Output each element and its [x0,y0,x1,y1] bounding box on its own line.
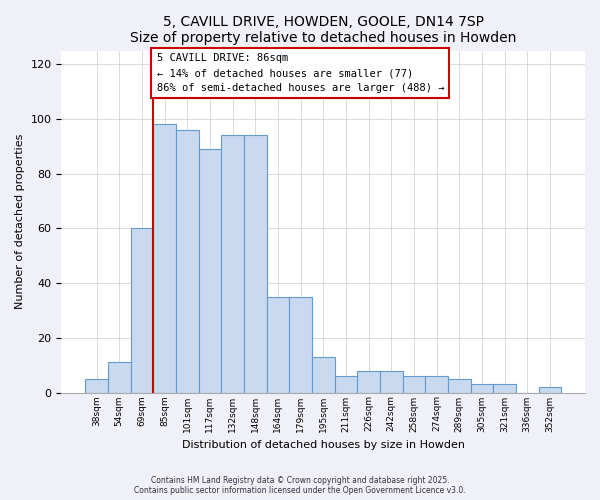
Bar [448,379,470,392]
Bar [244,136,266,392]
Bar [380,370,403,392]
Bar [539,387,561,392]
Bar [357,370,380,392]
Bar [153,124,176,392]
Y-axis label: Number of detached properties: Number of detached properties [15,134,25,309]
Bar [335,376,357,392]
Text: 5 CAVILL DRIVE: 86sqm
← 14% of detached houses are smaller (77)
86% of semi-deta: 5 CAVILL DRIVE: 86sqm ← 14% of detached … [157,54,444,93]
Bar [266,297,289,392]
Text: Contains HM Land Registry data © Crown copyright and database right 2025.
Contai: Contains HM Land Registry data © Crown c… [134,476,466,495]
Bar [221,136,244,392]
Bar [108,362,131,392]
Bar [289,297,312,392]
Bar [176,130,199,392]
Bar [470,384,493,392]
Bar [403,376,425,392]
X-axis label: Distribution of detached houses by size in Howden: Distribution of detached houses by size … [182,440,465,450]
Bar [85,379,108,392]
Title: 5, CAVILL DRIVE, HOWDEN, GOOLE, DN14 7SP
Size of property relative to detached h: 5, CAVILL DRIVE, HOWDEN, GOOLE, DN14 7SP… [130,15,517,45]
Bar [312,357,335,392]
Bar [493,384,516,392]
Bar [425,376,448,392]
Bar [199,149,221,392]
Bar [131,228,153,392]
